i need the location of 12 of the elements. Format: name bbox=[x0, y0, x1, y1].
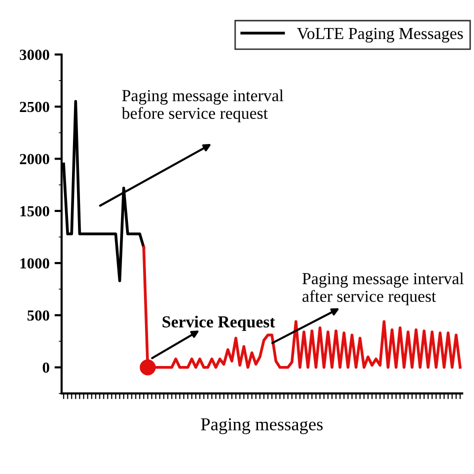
annotation: Paging message interval before service request bbox=[122, 90, 284, 122]
y-tick-label: 2000 bbox=[20, 154, 50, 164]
annotation: Service Request bbox=[162, 316, 276, 331]
y-tick-label: 1500 bbox=[20, 206, 50, 216]
y-tick-label: 3000 bbox=[20, 50, 50, 60]
y-tick-label: 1000 bbox=[20, 258, 50, 269]
legend-label: VoLTE Paging Messages bbox=[297, 28, 463, 43]
y-tick-label: 0 bbox=[42, 362, 50, 373]
y-tick-label: 500 bbox=[28, 310, 50, 321]
x-axis-title: Paging messages bbox=[200, 418, 323, 434]
y-tick-label: 2500 bbox=[20, 102, 50, 112]
annotation: Paging message interval after service request bbox=[302, 272, 464, 306]
